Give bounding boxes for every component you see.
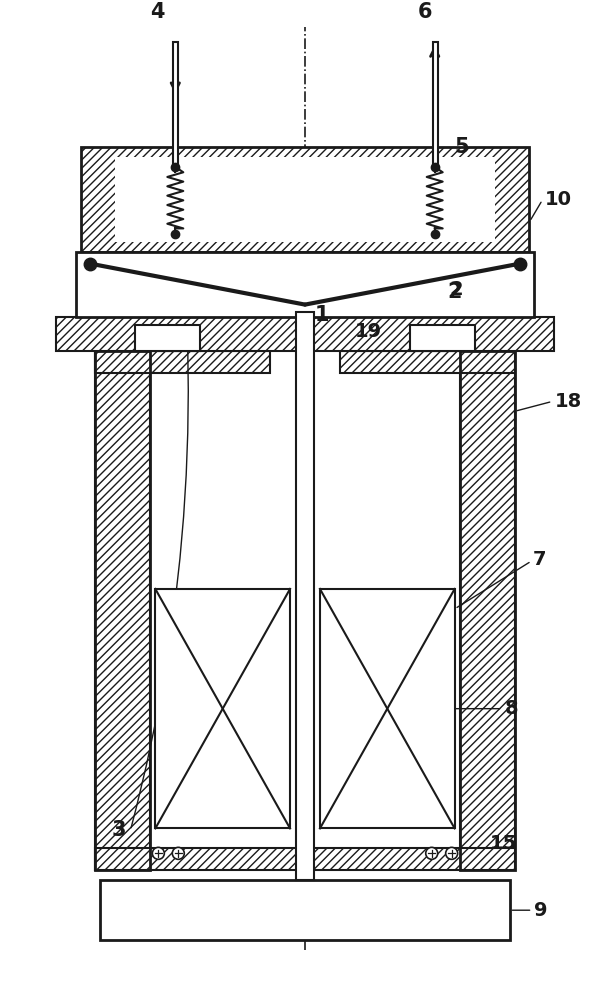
Circle shape: [445, 847, 458, 859]
Bar: [95, 351, 150, 870]
Bar: [76, 252, 535, 317]
Circle shape: [152, 847, 164, 859]
Bar: [296, 312, 314, 880]
Bar: [433, 42, 437, 167]
Bar: [95, 351, 150, 870]
Bar: [155, 589, 290, 828]
Text: 15: 15: [489, 834, 517, 853]
Bar: [115, 157, 494, 242]
Text: 4: 4: [150, 2, 164, 22]
Text: 2: 2: [448, 282, 462, 302]
Text: 5: 5: [455, 137, 469, 157]
Text: 6: 6: [417, 2, 432, 22]
Bar: [320, 589, 455, 828]
Text: 18: 18: [554, 392, 582, 411]
Bar: [100, 880, 510, 940]
Bar: [459, 351, 514, 870]
Bar: [174, 42, 178, 167]
Text: 2: 2: [450, 280, 463, 299]
Text: 8: 8: [505, 699, 518, 718]
Text: 1: 1: [315, 305, 329, 325]
Text: 3: 3: [111, 820, 126, 840]
Text: 10: 10: [544, 190, 571, 209]
Bar: [95, 848, 514, 870]
Bar: [56, 317, 554, 351]
Text: 19: 19: [355, 322, 382, 341]
Text: 7: 7: [532, 550, 546, 569]
Bar: [81, 147, 530, 252]
Bar: [136, 325, 200, 351]
Circle shape: [426, 847, 437, 859]
Bar: [340, 351, 514, 373]
Text: 9: 9: [535, 901, 548, 920]
Bar: [410, 325, 475, 351]
Bar: [150, 373, 459, 848]
Circle shape: [172, 847, 185, 859]
Bar: [95, 351, 270, 373]
Bar: [459, 351, 514, 870]
